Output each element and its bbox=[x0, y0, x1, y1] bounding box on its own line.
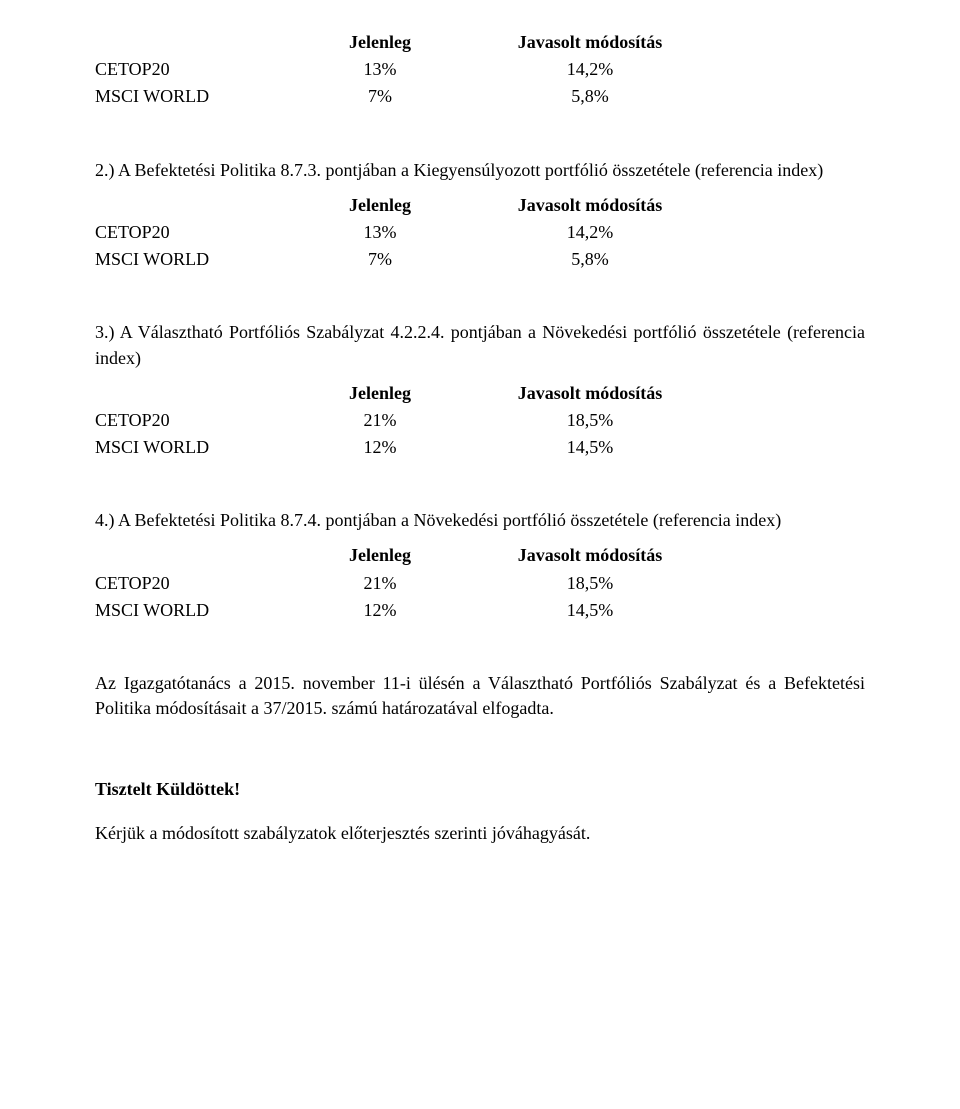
table-row: MSCI WORLD 7% 5,8% bbox=[95, 84, 865, 109]
cell-value: 14,5% bbox=[485, 598, 695, 623]
cell-value: 14,2% bbox=[485, 220, 695, 245]
header-empty bbox=[95, 30, 275, 55]
cell-value: 12% bbox=[275, 598, 485, 623]
section-3-intro: 3.) A Választható Portfóliós Szabályzat … bbox=[95, 320, 865, 370]
row-label-msci: MSCI WORLD bbox=[95, 598, 275, 623]
spacer bbox=[95, 731, 865, 777]
row-label-cetop: CETOP20 bbox=[95, 220, 275, 245]
header-current: Jelenleg bbox=[275, 381, 485, 406]
header-current: Jelenleg bbox=[275, 543, 485, 568]
table-section-2: Jelenleg Javasolt módosítás CETOP20 13% … bbox=[95, 193, 865, 273]
salutation: Tisztelt Küldöttek! bbox=[95, 777, 865, 802]
header-empty bbox=[95, 381, 275, 406]
header-proposed: Javasolt módosítás bbox=[485, 30, 695, 55]
header-current: Jelenleg bbox=[275, 30, 485, 55]
header-empty bbox=[95, 543, 275, 568]
table-row: CETOP20 21% 18,5% bbox=[95, 571, 865, 596]
table-header-row: Jelenleg Javasolt módosítás bbox=[95, 381, 865, 406]
table-header-row: Jelenleg Javasolt módosítás bbox=[95, 543, 865, 568]
header-empty bbox=[95, 193, 275, 218]
row-label-msci: MSCI WORLD bbox=[95, 247, 275, 272]
table-header-row: Jelenleg Javasolt módosítás bbox=[95, 193, 865, 218]
cell-value: 18,5% bbox=[485, 408, 695, 433]
resolution-text: Az Igazgatótanács a 2015. november 11-i … bbox=[95, 671, 865, 721]
cell-value: 7% bbox=[275, 84, 485, 109]
request-text: Kérjük a módosított szabályzatok előterj… bbox=[95, 821, 865, 846]
table-row: MSCI WORLD 12% 14,5% bbox=[95, 435, 865, 460]
table-header-row: Jelenleg Javasolt módosítás bbox=[95, 30, 865, 55]
cell-value: 5,8% bbox=[485, 84, 695, 109]
cell-value: 21% bbox=[275, 571, 485, 596]
cell-value: 21% bbox=[275, 408, 485, 433]
row-label-cetop: CETOP20 bbox=[95, 57, 275, 82]
row-label-msci: MSCI WORLD bbox=[95, 84, 275, 109]
table-section-4: Jelenleg Javasolt módosítás CETOP20 21% … bbox=[95, 543, 865, 623]
cell-value: 18,5% bbox=[485, 571, 695, 596]
cell-value: 14,5% bbox=[485, 435, 695, 460]
header-current: Jelenleg bbox=[275, 193, 485, 218]
section-2-intro: 2.) A Befektetési Politika 8.7.3. pontjá… bbox=[95, 158, 865, 183]
table-section-3: Jelenleg Javasolt módosítás CETOP20 21% … bbox=[95, 381, 865, 461]
section-4-intro: 4.) A Befektetési Politika 8.7.4. pontjá… bbox=[95, 508, 865, 533]
row-label-cetop: CETOP20 bbox=[95, 408, 275, 433]
cell-value: 13% bbox=[275, 57, 485, 82]
table-row: CETOP20 13% 14,2% bbox=[95, 220, 865, 245]
cell-value: 5,8% bbox=[485, 247, 695, 272]
header-proposed: Javasolt módosítás bbox=[485, 381, 695, 406]
cell-value: 12% bbox=[275, 435, 485, 460]
table-row: MSCI WORLD 12% 14,5% bbox=[95, 598, 865, 623]
cell-value: 13% bbox=[275, 220, 485, 245]
header-proposed: Javasolt módosítás bbox=[485, 543, 695, 568]
cell-value: 7% bbox=[275, 247, 485, 272]
table-row: MSCI WORLD 7% 5,8% bbox=[95, 247, 865, 272]
row-label-cetop: CETOP20 bbox=[95, 571, 275, 596]
header-proposed: Javasolt módosítás bbox=[485, 193, 695, 218]
table-row: CETOP20 21% 18,5% bbox=[95, 408, 865, 433]
row-label-msci: MSCI WORLD bbox=[95, 435, 275, 460]
cell-value: 14,2% bbox=[485, 57, 695, 82]
table-row: CETOP20 13% 14,2% bbox=[95, 57, 865, 82]
table-section-1: Jelenleg Javasolt módosítás CETOP20 13% … bbox=[95, 30, 865, 110]
